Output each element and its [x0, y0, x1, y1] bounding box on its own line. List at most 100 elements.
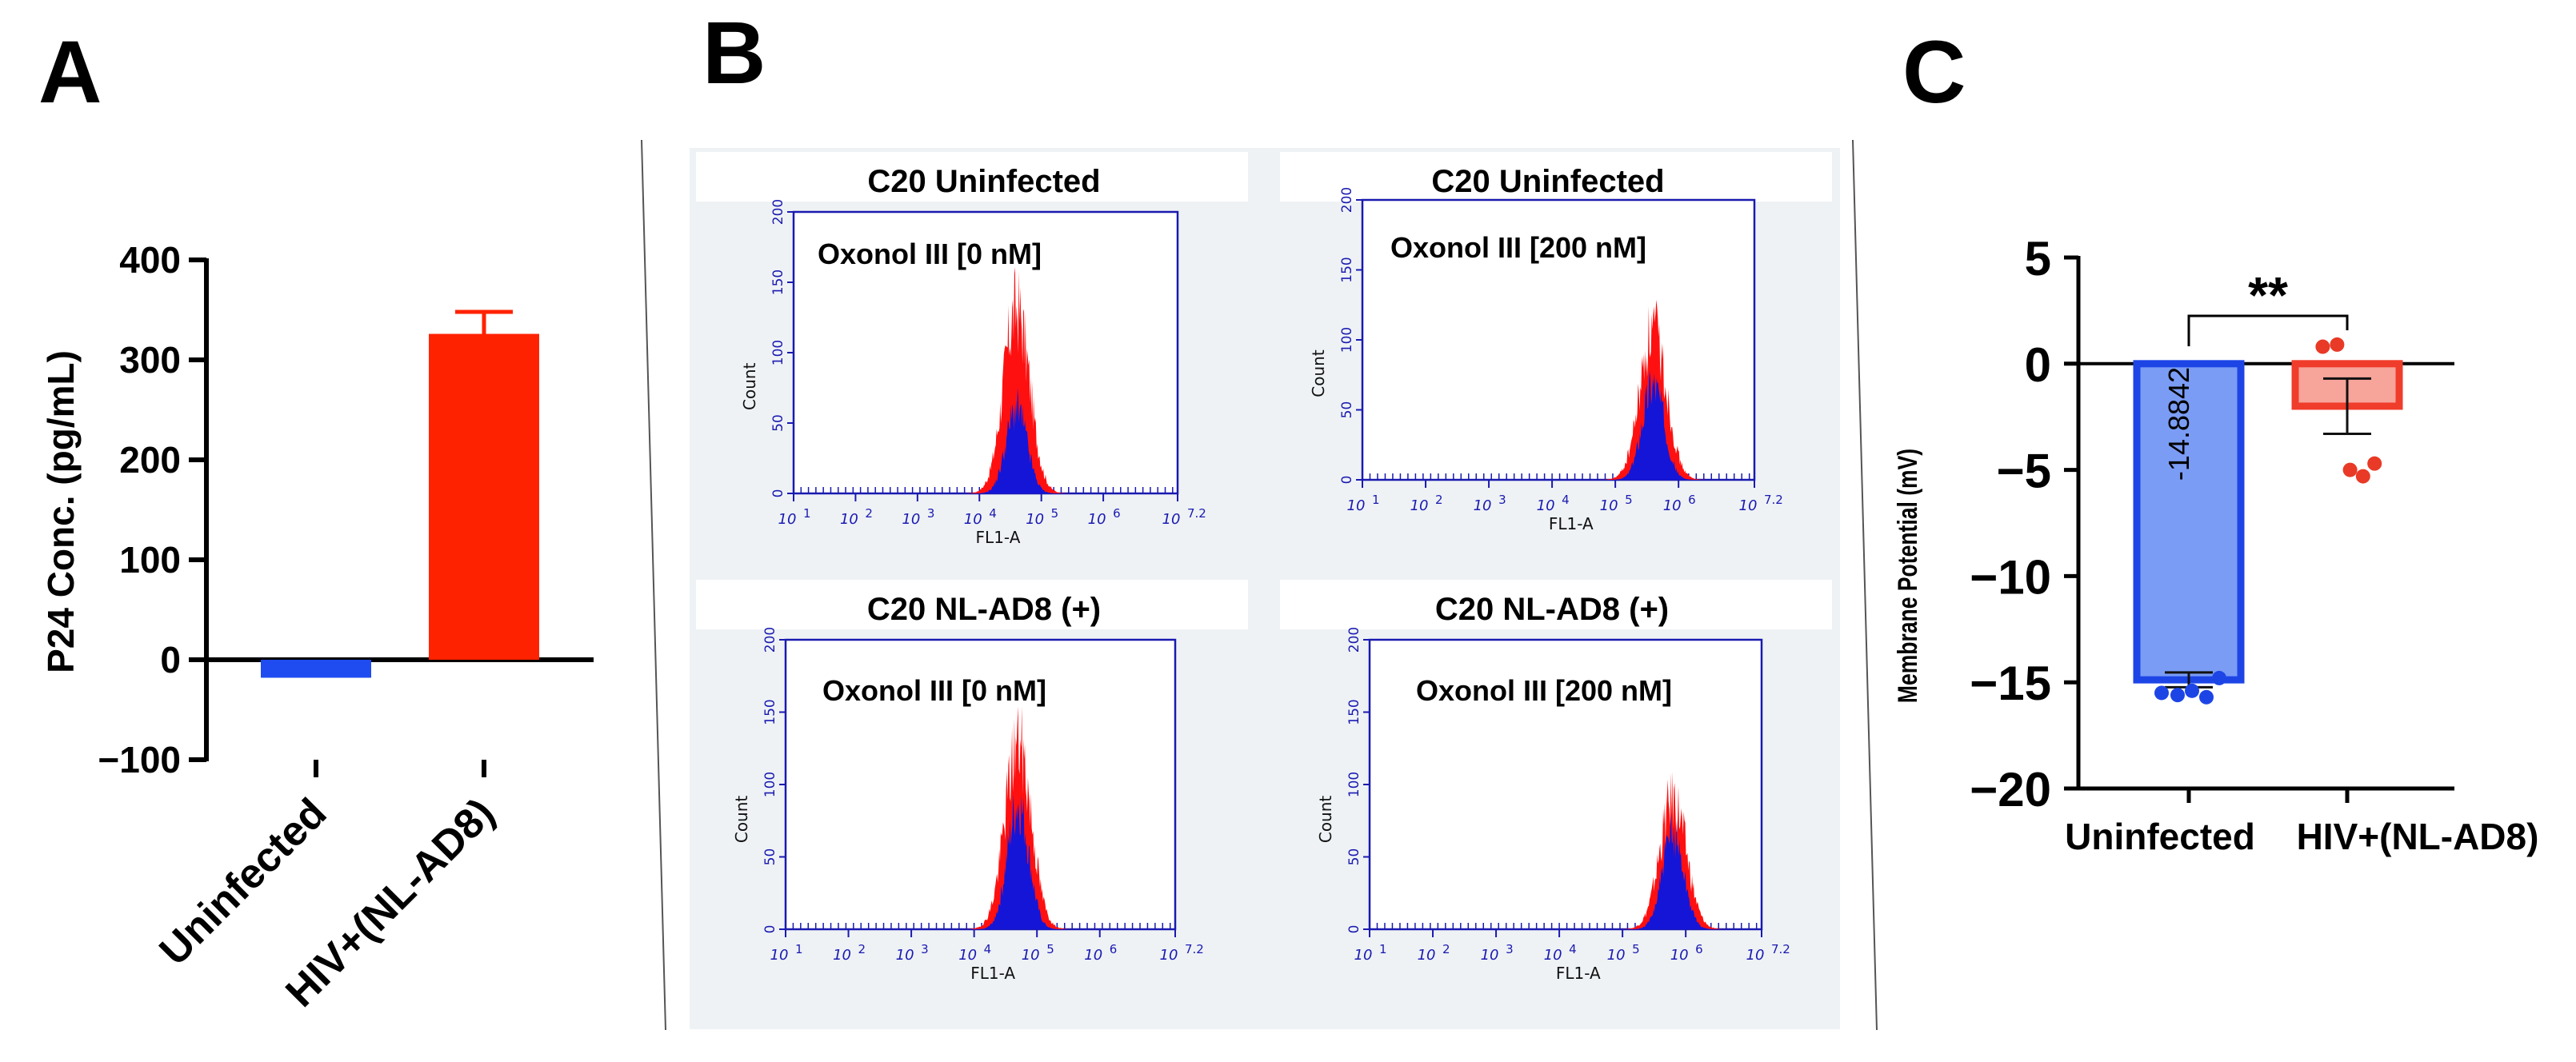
- panel-a-bar-1: [429, 333, 539, 660]
- panel-b-y-tick-label: 150: [1346, 699, 1362, 725]
- panel-b-x-tick-exponent: 7.2: [1185, 942, 1204, 956]
- panel-b-x-tick-exponent: 7.2: [1187, 506, 1206, 521]
- panel-b-y-tick-label: 100: [770, 340, 786, 365]
- panel-b-x-tick-label: 10: [1663, 497, 1682, 514]
- panel-c-data-point: [2315, 339, 2330, 354]
- panel-b-x-tick-exponent: 5: [1632, 942, 1640, 956]
- panel-a-y-tick-label: −100: [98, 739, 181, 781]
- panel-b-x-tick-label: 10: [1088, 511, 1106, 528]
- panel-c-data-point: [2170, 688, 2185, 703]
- panel-b-x-tick-exponent: 6: [1695, 942, 1703, 956]
- panel-b-y-tick-label: 0: [1346, 925, 1362, 934]
- panel-b-x-tick-exponent: 4: [1569, 942, 1577, 956]
- panel-c-y-tick-label: −10: [1970, 550, 2051, 604]
- panel-b-x-axis-label: FL1-A: [970, 964, 1015, 983]
- panel-b-histogram-blue: [975, 794, 1062, 929]
- panel-b-y-axis-label: Count: [732, 796, 751, 844]
- panel-b-y-tick-label: 0: [770, 489, 786, 498]
- panel-b-x-tick-exponent: 6: [1113, 506, 1121, 521]
- panel-b-y-tick-label: 0: [1339, 476, 1355, 485]
- panel-b-x-tick-label: 10: [1544, 947, 1562, 964]
- separator-left: [641, 139, 666, 1031]
- panel-b-stain-label: Oxonol III [200 nM]: [1416, 674, 1672, 707]
- panel-b-title-strip: [1280, 152, 1832, 202]
- panel-letter-a: A: [38, 23, 102, 122]
- panel-c-data-point: [2185, 683, 2199, 698]
- panel-a-bar-0: [261, 660, 371, 678]
- panel-a-chart: P24 Conc. (pg/mL) 400 300 200 100 0 −100 Uninf…: [40, 239, 594, 1016]
- panel-b-x-tick-label: 10: [840, 511, 858, 528]
- panel-b-plot-box: [784, 638, 1177, 931]
- panel-b-x-tick-label: 10: [1670, 947, 1689, 964]
- panel-c-chart: Membrane Potential (mV) 5 0 −5 −10 −15 −20 Uni…: [1893, 232, 2539, 857]
- panel-b-x-tick-label: 10: [1347, 497, 1366, 514]
- panel-a-category-label: Uninfected: [150, 789, 335, 974]
- panel-b-y-tick-label: 100: [1339, 327, 1355, 353]
- panel-b-stain-label: Oxonol III [0 nM]: [818, 238, 1042, 270]
- panel-a-y-tick-label: 400: [119, 239, 181, 281]
- panel-c-significance-bracket: [2187, 314, 2349, 346]
- panel-a-y-tick-label: 0: [160, 639, 181, 681]
- panel-letter-c: C: [1902, 23, 1966, 122]
- panel-b-x-tick-label: 10: [1739, 497, 1758, 514]
- panel-b-x-tick-exponent: 3: [1498, 493, 1506, 507]
- panel-b-y-tick-label: 200: [1346, 627, 1362, 653]
- panel-b-y-tick-label: 50: [1346, 848, 1362, 866]
- panel-c-significance-marker: **: [2248, 266, 2288, 324]
- panel-b-x-axis-label: FL1-A: [1556, 964, 1601, 983]
- panel-b-x-tick-label: 10: [902, 511, 920, 528]
- panel-c-value-label: -14.8842: [2162, 367, 2195, 481]
- panel-b-x-tick-exponent: 2: [858, 942, 866, 956]
- panel-c-y-tick-label: 5: [2025, 232, 2051, 285]
- panel-b-x-tick-exponent: 4: [984, 942, 992, 956]
- panel-b-title: C20 NL-AD8 (+): [867, 592, 1101, 627]
- panel-b-x-tick-label: 10: [1162, 511, 1181, 528]
- panel-b-y-tick-label: 150: [1339, 257, 1355, 282]
- panel-b-x-tick-label: 10: [1418, 947, 1436, 964]
- panel-b-y-tick-label: 50: [762, 848, 778, 866]
- panel-b-x-tick-label: 10: [1084, 947, 1102, 964]
- panel-letter-b: B: [702, 4, 766, 102]
- panel-c-data-point: [2154, 685, 2169, 701]
- panel-b-y-tick-label: 100: [762, 772, 778, 797]
- panel-b-x-tick-label: 10: [770, 947, 789, 964]
- panel-b-x-tick-exponent: 2: [1435, 493, 1443, 507]
- panel-b-x-tick-label: 10: [958, 947, 977, 964]
- panel-a-y-tick-label: 100: [119, 539, 181, 581]
- panel-b-title: C20 NL-AD8 (+): [1435, 592, 1669, 627]
- panel-b-stain-label: Oxonol III [0 nM]: [822, 674, 1046, 707]
- panel-b-x-tick-label: 10: [1600, 497, 1618, 514]
- panel-b-y-axis-label: Count: [740, 362, 759, 410]
- panel-b-x-tick-exponent: 3: [1506, 942, 1514, 956]
- panel-b-x-tick-label: 10: [964, 511, 982, 528]
- panel-b-y-tick-label: 200: [1339, 187, 1355, 213]
- panel-c-data-point: [2199, 689, 2214, 705]
- panel-b-x-tick-exponent: 3: [921, 942, 929, 956]
- panel-b-title-strip: [1280, 580, 1832, 629]
- panel-b-x-tick-exponent: 7.2: [1764, 493, 1783, 507]
- panel-b-y-tick-label: 200: [770, 199, 786, 225]
- panel-b-x-tick-label: 10: [1537, 497, 1555, 514]
- panel-b-x-tick-label: 10: [1474, 497, 1492, 514]
- panel-b-histogram-blue: [1610, 370, 1697, 480]
- panel-c-data-point: [2330, 337, 2345, 352]
- panel-b-y-tick-label: 150: [770, 269, 786, 295]
- panel-c-y-tick-label: −20: [1970, 763, 2051, 816]
- panel-b-x-tick-label: 10: [1746, 947, 1765, 964]
- panel-c-data-point: [2355, 469, 2370, 484]
- panel-b-title-strip: [696, 152, 1248, 202]
- panel-b-x-axis-label: FL1-A: [1549, 514, 1594, 533]
- panel-b-x-tick-label: 10: [1607, 947, 1626, 964]
- panel-a-y-axis-label: P24 Conc. (pg/mL): [40, 350, 82, 673]
- panel-b-x-tick-exponent: 1: [803, 506, 811, 521]
- panel-a-y-tick-label: 200: [119, 439, 181, 481]
- panel-c-y-tick-label: −5: [1997, 445, 2051, 498]
- panel-b-y-tick-label: 50: [770, 414, 786, 432]
- panel-b-histogram-blue: [974, 387, 1059, 493]
- panel-b-stain-label: Oxonol III [200 nM]: [1390, 231, 1646, 264]
- panel-b-y-axis-label: Count: [1316, 796, 1335, 844]
- panel-b-x-tick-label: 10: [896, 947, 914, 964]
- panel-b-x-tick-exponent: 4: [1562, 493, 1570, 507]
- panel-b-y-tick-label: 50: [1339, 401, 1355, 419]
